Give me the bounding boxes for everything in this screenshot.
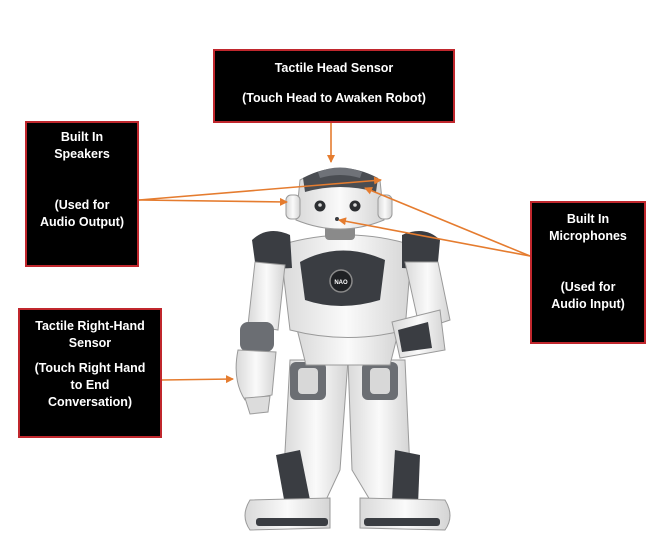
hand-sensor-arrow — [161, 375, 234, 384]
microphones-note-line1: (Used for — [560, 280, 616, 294]
microphone-arrow-upper — [364, 186, 531, 257]
head-sensor-label: Tactile Head Sensor (Touch Head to Awake… — [213, 49, 455, 123]
speaker-arrow-lower — [138, 197, 288, 206]
head-sensor-title: Tactile Head Sensor — [274, 61, 394, 75]
microphones-title-line1: Built In — [566, 212, 610, 226]
nao-robot: NAO — [235, 167, 451, 531]
robot-torso: NAO — [279, 234, 413, 338]
robot-head — [285, 167, 393, 230]
robot-right-arm — [235, 261, 286, 415]
hand-sensor-note-line3: Conversation) — [47, 395, 133, 409]
callout-arrows — [138, 123, 531, 384]
speakers-title-line1: Built In — [60, 130, 104, 144]
microphones-title-line2: Microphones — [549, 229, 627, 243]
chest-badge: NAO — [334, 280, 348, 286]
microphones-note-line2: Audio Input) — [551, 297, 625, 311]
speakers-note-line2: Audio Output) — [40, 215, 124, 229]
robot-left-arm — [391, 261, 451, 359]
microphone-arrow-lower — [338, 217, 531, 257]
hand-sensor-title-line1: Tactile Right-Hand — [35, 319, 145, 333]
hand-sensor-label: Tactile Right-Hand Sensor (Touch Right H… — [18, 308, 162, 438]
hand-sensor-note-line1: (Touch Right Hand — [34, 361, 146, 375]
speaker-arrow-upper — [138, 176, 382, 201]
microphones-label: Built In Microphones (Used for Audio Inp… — [530, 201, 646, 344]
hand-sensor-note-line2: to End — [70, 378, 110, 392]
hand-sensor-title-line2: Sensor — [68, 336, 112, 350]
speakers-note-line1: (Used for — [54, 198, 110, 212]
robot-legs — [276, 359, 420, 505]
head-sensor-note: (Touch Head to Awaken Robot) — [242, 91, 426, 105]
speakers-title-line2: Speakers — [54, 147, 110, 161]
robot-feet — [244, 497, 451, 531]
speakers-label: Built In Speakers (Used for Audio Output… — [25, 121, 139, 267]
